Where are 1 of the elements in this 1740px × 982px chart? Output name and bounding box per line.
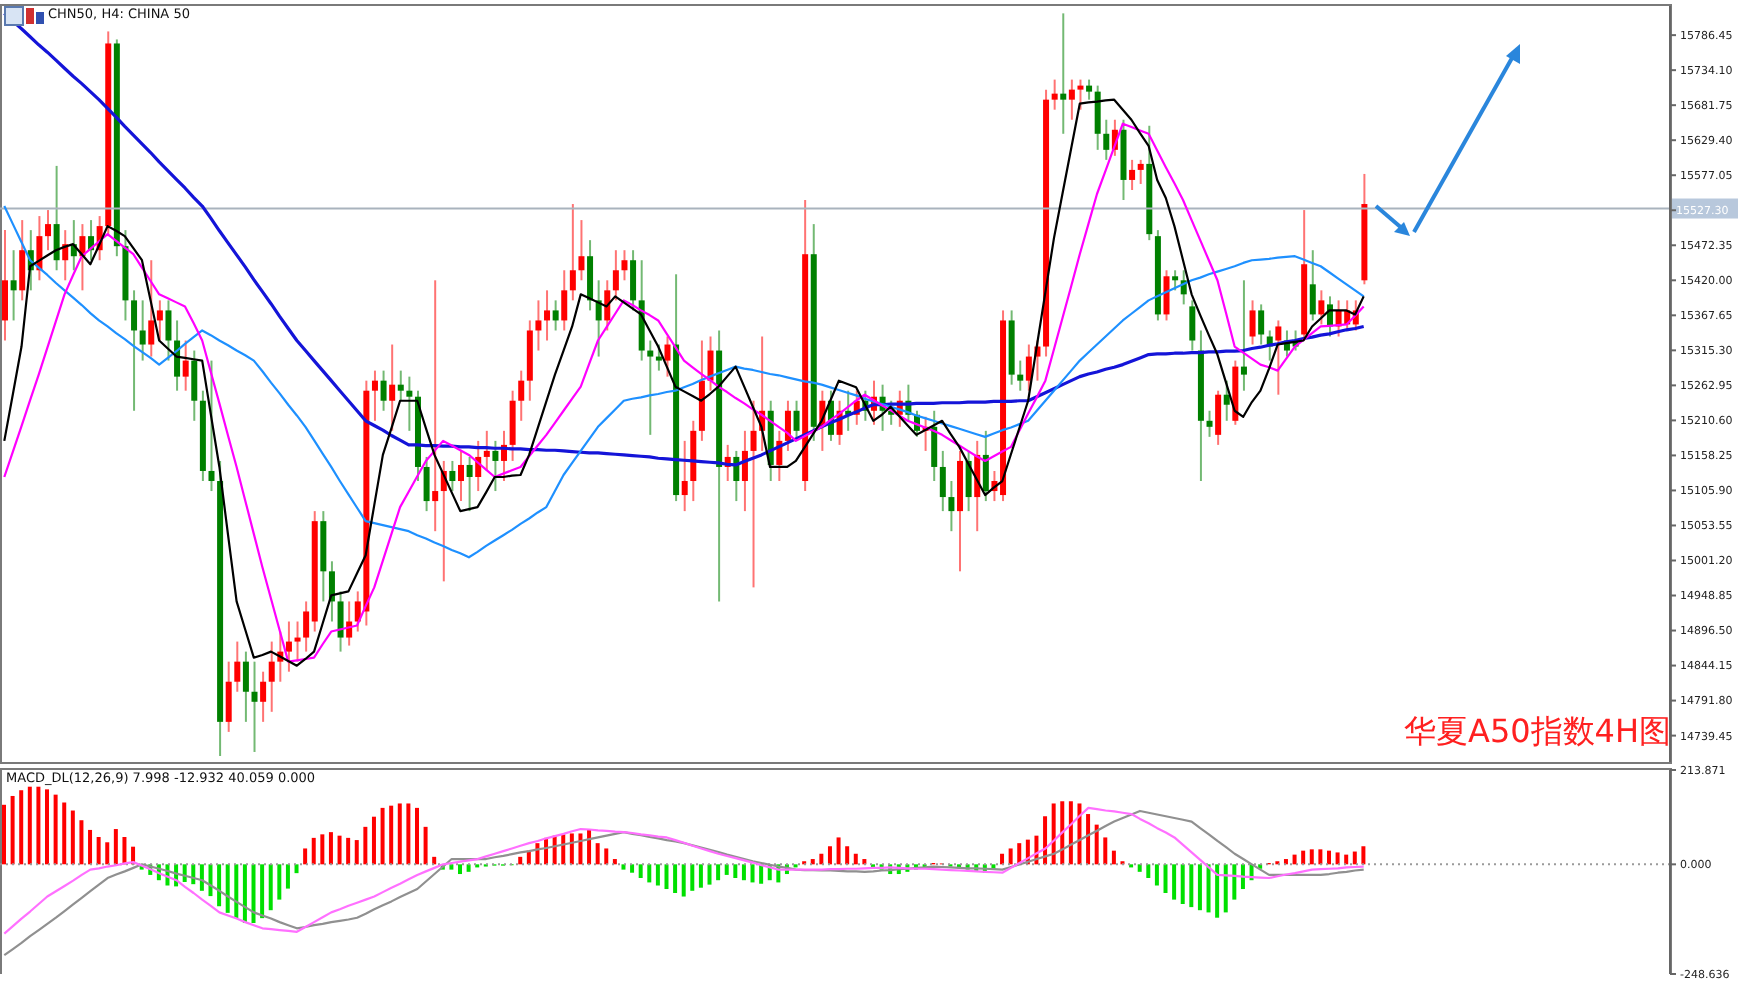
text: 华夏A50指数4H图 — [1404, 712, 1672, 754]
